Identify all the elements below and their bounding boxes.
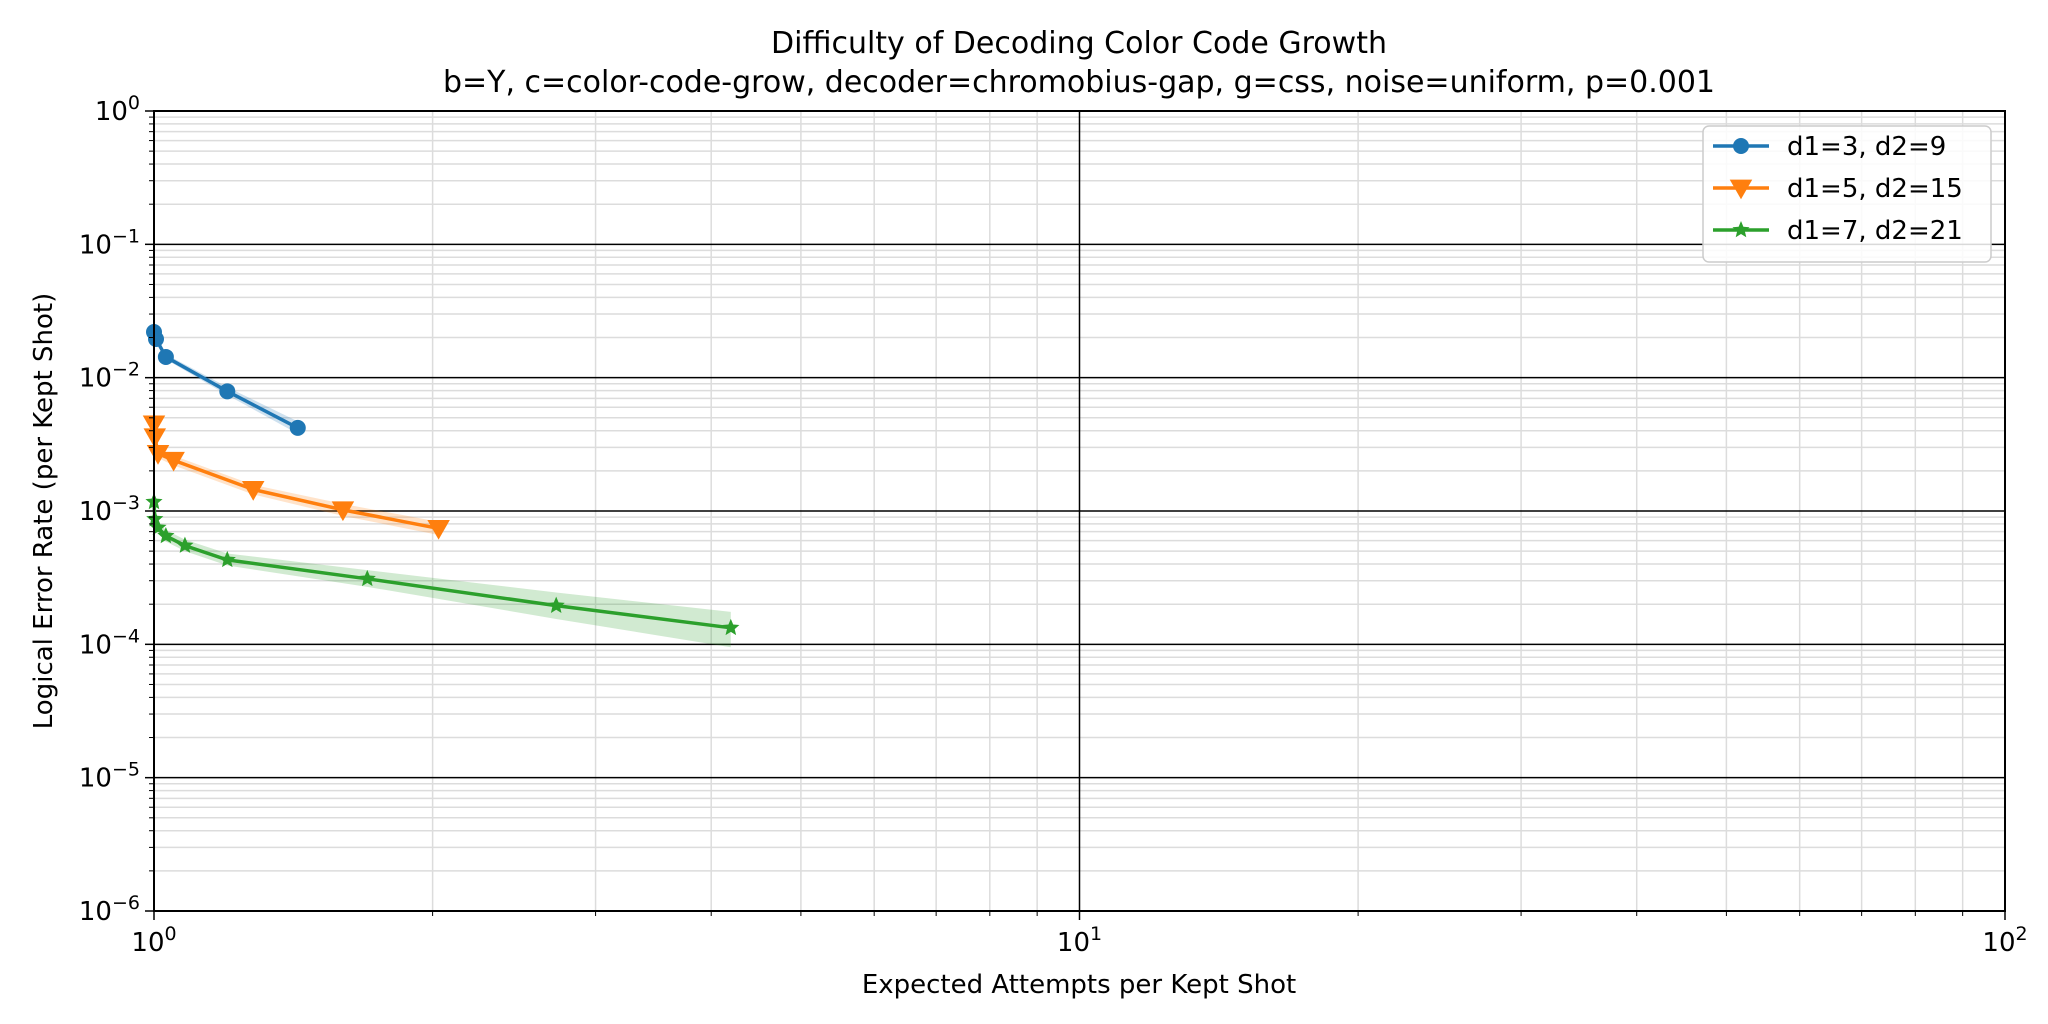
x-axis-label: Expected Attempts per Kept Shot	[862, 970, 1296, 1000]
chart-subtitle: b=Y, c=color-code-grow, decoder=chromobi…	[443, 65, 1715, 100]
series-2-point	[427, 519, 450, 540]
y-tick-label-exponent: −3	[112, 492, 140, 514]
series-3-point	[176, 536, 194, 553]
y-tick-label-base: 10	[79, 497, 112, 527]
x-tick-label-base: 10	[1057, 928, 1090, 958]
x-tick-label-exponent: 1	[1090, 923, 1102, 945]
y-tick-label: 10−1	[79, 225, 140, 260]
legend-marker-2	[1729, 179, 1753, 200]
y-tick-label-exponent: −5	[112, 759, 140, 781]
legend-marker-1	[1733, 138, 1749, 154]
legend-box	[1702, 125, 1992, 263]
series-2-point	[146, 445, 170, 465]
chart-title: Difficulty of Decoding Color Code Growth	[771, 26, 1387, 61]
y-axis-label: Logical Error Rate (per Kept Shot)	[29, 293, 59, 729]
y-tick-label-exponent: −2	[112, 359, 140, 381]
legend-label-2: d1=5, d2=15	[1787, 174, 1963, 204]
y-tick-label-base: 10	[79, 230, 112, 260]
y-tick-label: 100	[95, 92, 140, 127]
series-1-point	[289, 419, 306, 436]
series-3-point	[157, 526, 175, 544]
series-3-point	[218, 550, 236, 568]
y-tick-label-exponent: −4	[112, 625, 140, 647]
legend-marker-3	[1732, 221, 1750, 238]
legend-label-3: d1=7, d2=21	[1787, 216, 1963, 246]
series-markers	[142, 324, 740, 636]
y-tick-label-exponent: 0	[128, 92, 140, 114]
y-tick-label-base: 10	[79, 364, 112, 394]
x-tick-label-exponent: 2	[2016, 923, 2028, 945]
series-1-point	[219, 383, 236, 400]
y-tick-label: 10−6	[79, 892, 140, 927]
series-2-point	[331, 501, 355, 522]
series-3-point	[547, 596, 565, 613]
y-tick-label-exponent: −1	[112, 225, 140, 247]
x-tick-label: 100	[131, 923, 176, 958]
x-tick-label-exponent: 0	[165, 923, 177, 945]
y-tick-label-exponent: −6	[112, 892, 140, 914]
y-tick-label-base: 10	[95, 97, 128, 127]
series-2-point	[162, 451, 185, 472]
legend: d1=3, d2=9 d1=5, d2=15 d1=7, d2=21	[1702, 125, 1992, 263]
x-tick-label: 101	[1057, 923, 1102, 958]
series-3-point	[722, 618, 740, 636]
grid-layer	[153, 110, 2006, 912]
series-2-point	[241, 481, 265, 501]
y-tick-label: 10−4	[79, 625, 140, 660]
x-tick-labels: 100 101 102	[131, 923, 2027, 958]
y-tick-label: 10−5	[79, 759, 140, 794]
y-tick-label-base: 10	[79, 897, 112, 927]
series-1-point	[148, 330, 165, 347]
legend-label-1: d1=3, d2=9	[1787, 132, 1946, 162]
series-1-point	[157, 348, 174, 365]
y-tick-label: 10−3	[79, 492, 140, 527]
x-tick-label-base: 10	[1982, 928, 2015, 958]
axis-ticks	[145, 110, 2006, 920]
x-tick-label: 102	[1982, 923, 2027, 958]
y-tick-label-base: 10	[79, 764, 112, 794]
x-tick-label-base: 10	[131, 928, 164, 958]
y-tick-label-base: 10	[79, 630, 112, 660]
series-3-point	[358, 569, 376, 587]
y-tick-label: 10−2	[79, 359, 140, 394]
